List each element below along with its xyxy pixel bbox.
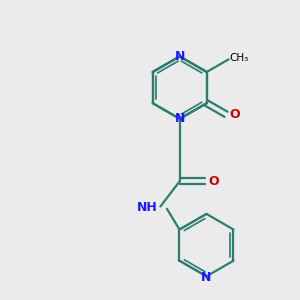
Text: N: N [175,50,185,63]
Text: NH: NH [137,202,158,214]
Text: N: N [175,112,185,125]
Text: O: O [208,175,219,188]
Text: CH₃: CH₃ [230,53,249,63]
Text: O: O [229,108,240,121]
Text: N: N [201,271,212,284]
